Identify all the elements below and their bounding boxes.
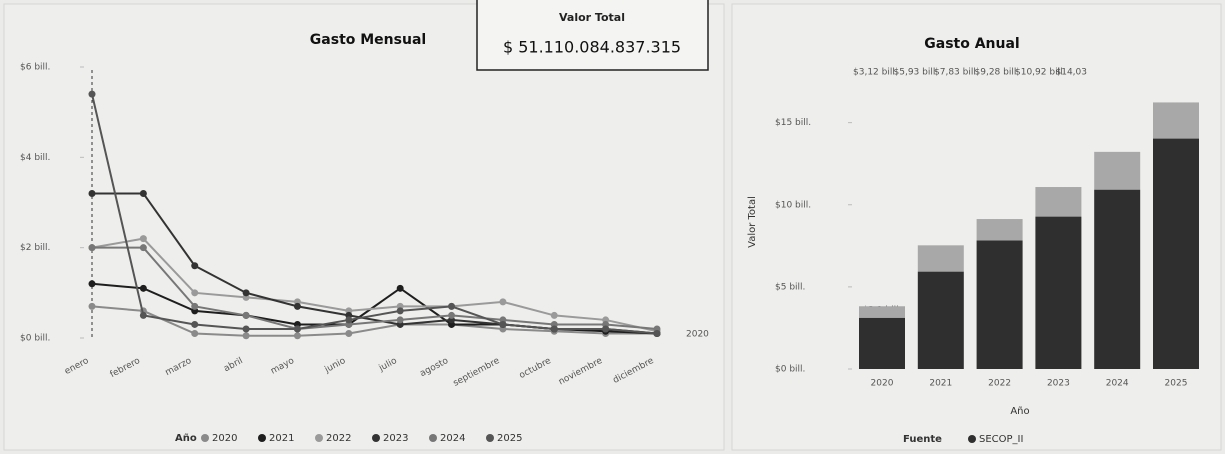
card-value: $ 51.110.084.837.315 — [503, 38, 681, 57]
y-tick-label: $10 bill. — [775, 200, 811, 210]
point — [550, 311, 558, 319]
point — [139, 244, 147, 252]
x-tick-label: 2020 — [871, 379, 894, 389]
bar-segment — [917, 245, 964, 272]
y-tick-label: $0 bill. — [20, 334, 50, 344]
bar-segment — [1035, 216, 1082, 369]
x-tick-label: 2024 — [1106, 379, 1129, 389]
line-panel — [3, 3, 725, 451]
x-axis-label: Año — [1010, 406, 1029, 417]
point — [293, 332, 301, 340]
bar-segment — [1094, 189, 1141, 369]
legend-marker — [429, 434, 437, 442]
point — [293, 302, 301, 310]
point — [396, 307, 404, 315]
point — [242, 289, 250, 297]
legend-marker — [486, 434, 494, 442]
legend-title: Año — [175, 433, 197, 444]
point — [139, 284, 147, 292]
point — [88, 302, 96, 310]
point — [191, 320, 199, 328]
x-tick-label: 2025 — [1165, 379, 1188, 389]
bar-segment — [1094, 151, 1141, 190]
top-label: $10,92 bill — [1015, 68, 1063, 78]
legend-marker — [315, 434, 323, 442]
point — [88, 90, 96, 98]
point — [242, 325, 250, 333]
point — [191, 262, 199, 270]
top-label: $3,12 bill. — [853, 68, 898, 78]
y-tick-label: $5 bill. — [775, 282, 805, 292]
legend-label: 2022 — [326, 433, 351, 444]
point — [448, 302, 456, 310]
top-label: $7,83 bill. — [934, 68, 979, 78]
legend-label: 2021 — [269, 433, 294, 444]
legend-title: Fuente — [903, 434, 942, 445]
y-tick-label: $4 bill. — [20, 153, 50, 163]
legend-label: 2024 — [440, 433, 465, 444]
point — [139, 311, 147, 319]
point — [602, 325, 610, 333]
legend-label: 2025 — [497, 433, 522, 444]
point — [242, 332, 250, 340]
point — [499, 298, 507, 306]
top-label: $9,28 bill — [975, 68, 1017, 78]
top-label: $5,93 bill — [894, 68, 936, 78]
point — [345, 316, 353, 324]
legend-marker — [968, 435, 976, 443]
bar-segment — [1153, 138, 1199, 369]
point — [293, 325, 301, 333]
point — [550, 325, 558, 333]
point — [88, 280, 96, 288]
point — [653, 329, 661, 337]
series-line — [91, 93, 658, 335]
point — [191, 289, 199, 297]
point — [396, 284, 404, 292]
x-tick-label: 2022 — [988, 379, 1011, 389]
point — [139, 235, 147, 243]
end-label: 2020 — [686, 330, 709, 340]
chart-title: Gasto Mensual — [310, 32, 426, 48]
series-line — [92, 246, 658, 330]
bar-segment — [976, 240, 1023, 369]
point — [191, 329, 199, 337]
series-line — [91, 237, 658, 333]
point — [88, 244, 96, 252]
y-tick-label: $2 bill. — [20, 243, 50, 253]
legend-label: 2023 — [383, 433, 408, 444]
y-axis-label: Valor Total — [747, 196, 758, 248]
legend-marker — [258, 434, 266, 442]
point — [191, 302, 199, 310]
x-tick-label: 2021 — [929, 379, 952, 389]
y-tick-label: $6 bill. — [20, 63, 50, 73]
chart-title: Gasto Anual — [924, 36, 1019, 52]
card — [476, 0, 709, 71]
point — [242, 311, 250, 319]
bar-segment — [859, 317, 905, 369]
point — [499, 320, 507, 328]
card-label: Valor Total — [559, 11, 625, 24]
point — [139, 189, 147, 197]
top-label: $14,03 — [1056, 68, 1088, 78]
point — [88, 189, 96, 197]
point — [345, 329, 353, 337]
bar-segment — [917, 271, 964, 369]
bar-segment — [1153, 102, 1199, 139]
point — [396, 316, 404, 324]
bar-segment — [859, 306, 905, 318]
y-tick-label: $15 bill. — [775, 118, 811, 128]
legend-marker — [201, 434, 209, 442]
legend-marker — [372, 434, 380, 442]
point — [448, 311, 456, 319]
legend-label: 2020 — [212, 433, 237, 444]
bar-segment — [1035, 187, 1082, 217]
legend-label: SECOP_II — [979, 434, 1023, 445]
bar-segment — [976, 219, 1023, 241]
y-tick-label: $0 bill. — [775, 365, 805, 375]
series-line — [91, 305, 657, 337]
x-tick-label: 2023 — [1047, 379, 1070, 389]
